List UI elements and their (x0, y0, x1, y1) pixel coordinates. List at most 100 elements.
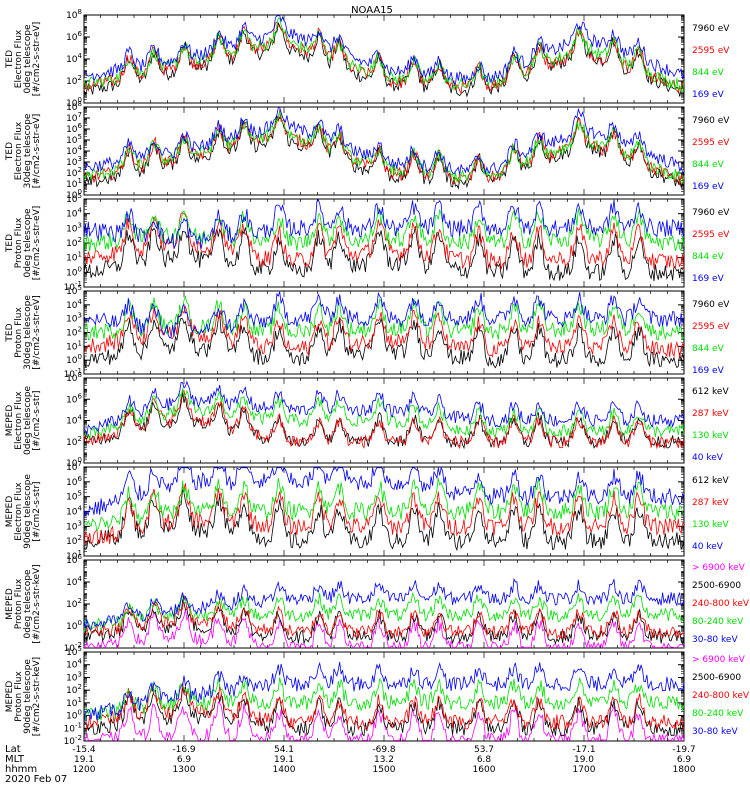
series-line-green (83, 477, 685, 532)
footer-lat-value: 53.7 (474, 745, 494, 755)
series-line-blue (83, 107, 685, 175)
ylabel-line: Proton Flux (14, 671, 24, 722)
footer-lat-value: -69.8 (372, 745, 396, 755)
footer-mlt-value: 6.8 (477, 755, 492, 765)
series-line-blue (83, 291, 685, 339)
legend-entry: 30-80 keV (692, 727, 738, 737)
ytick-label: 102 (66, 74, 82, 87)
ytick-label: 100 (66, 265, 82, 278)
ytick-label: 100 (66, 619, 82, 632)
ylabel-line: 0deg telescope (23, 208, 33, 278)
ytick-label: 10-2 (64, 641, 82, 654)
ytick-label: 102 (66, 166, 82, 179)
footer-hhmm-value: 1500 (373, 765, 396, 775)
legend-entry: 80-240 keV (692, 709, 744, 719)
series-line-green (83, 295, 685, 341)
panel-1: 100 102 104 106 108 TED Electron Flux 0deg tele… (5, 8, 730, 109)
ytick-label: 105 (66, 192, 82, 205)
ylabel-line: 30deg telescope (23, 295, 33, 370)
legend-entry: 7960 eV (692, 24, 730, 34)
ytick-label: 103 (66, 670, 82, 683)
panel-7: 10-2 100 102 104 106 MEPED Proton Flux 0deg tel… (5, 553, 750, 654)
footer-date: 2020 Feb 07 (5, 774, 67, 785)
panels: 100 102 104 106 108 TED Electron Flux 0deg tele… (5, 8, 750, 747)
ytick-label: 106 (66, 30, 82, 43)
series-line-black (83, 392, 685, 450)
ytick-label: 106 (66, 122, 82, 135)
ytick-label: 10-1 (64, 280, 82, 293)
legend-entry: 30-80 keV (692, 635, 738, 645)
legend-entry: 80-240 keV (692, 617, 744, 627)
legend-entry: 7960 eV (692, 300, 730, 310)
legend-entry: 7960 eV (692, 208, 730, 218)
footer-lat-value: -16.9 (172, 745, 196, 755)
series-line-black (83, 21, 685, 98)
ylabel-line: MEPED (5, 405, 15, 437)
footer-mlt-value: 19.1 (74, 755, 94, 765)
legend-entry: 2595 eV (692, 138, 730, 148)
footer-lat-value: 54.1 (274, 745, 294, 755)
series-line-blue (83, 380, 685, 435)
footer-lat-value: -17.1 (572, 745, 595, 755)
ylabel-line: TED (5, 142, 15, 161)
ylabel-line: [#/cm2-s-str-eV] (32, 295, 42, 370)
ytick-label: 103 (66, 221, 82, 234)
ytick-label: 108 (66, 8, 82, 21)
ytick-label: 108 (66, 100, 82, 113)
ylabel-line: Electron Flux (14, 482, 24, 541)
ytick-label: 107 (66, 111, 82, 124)
orbit-footer: Lat MLT hhmm 2020 Feb 07 -15.4 -16.9 54.1 -… (5, 744, 696, 785)
legend-entry: 844 eV (692, 252, 725, 262)
ylabel-line: [#/cm2-s-str-eV] (32, 206, 42, 281)
series-line-green (83, 110, 685, 184)
ytick-label: 104 (66, 575, 82, 588)
ytick-label: 102 (66, 435, 82, 448)
legend-entry: 169 eV (692, 182, 725, 192)
legend-entry: 240-800 keV (692, 691, 750, 701)
ytick-label: 100 (66, 188, 82, 201)
legend-entry: 2595 eV (692, 322, 730, 332)
series-line-red (83, 211, 685, 271)
legend-entry: 130 keV (692, 520, 729, 530)
ylabel-line: [#/cm2-s-str-eV] (32, 22, 42, 97)
footer-hhmm-value: 1200 (73, 765, 96, 775)
ylabel-line: [#/cm2-s-str] (32, 390, 42, 450)
legend-entry: 169 eV (692, 274, 725, 284)
legend-entry: 2500-6900 (692, 673, 741, 683)
legend-entry: 40 keV (692, 542, 724, 552)
ylabel-line: Proton Flux (14, 217, 24, 268)
ylabel-line: Proton Flux (14, 578, 24, 629)
footer-hhmm-value: 1400 (273, 765, 296, 775)
series-line-red (83, 390, 685, 450)
footer-mlt-value: 6.9 (677, 755, 692, 765)
series-line-red (83, 682, 685, 731)
series-line-green (83, 592, 685, 633)
ytick-label: 103 (66, 519, 82, 532)
legend-entry: 169 eV (692, 90, 725, 100)
ytick-label: 106 (66, 392, 82, 405)
ytick-label: 102 (66, 326, 82, 339)
footer-mlt-value: 19.0 (574, 755, 594, 765)
ytick-label: 10-2 (64, 734, 82, 747)
legend-entry: 612 keV (692, 476, 729, 486)
legend-entry: 169 eV (692, 366, 725, 376)
footer-row-mlt: MLT (5, 754, 25, 765)
series-line-green (83, 17, 685, 94)
ytick-label: 102 (66, 597, 82, 610)
series-line-black (83, 313, 685, 369)
ytick-label: 103 (66, 155, 82, 168)
ytick-label: 104 (66, 414, 82, 427)
legend-entry: 2500-6900 (692, 581, 741, 591)
footer-hhmm-value: 1600 (473, 765, 496, 775)
ytick-label: 101 (66, 549, 82, 562)
ytick-label: 104 (66, 505, 82, 518)
ytick-label: 102 (66, 236, 82, 249)
legend-entry: 844 eV (692, 160, 725, 170)
ylabel-line: TED (5, 323, 15, 342)
footer-row-lat: Lat (5, 744, 21, 755)
series-line-red (83, 306, 685, 359)
ylabel-line: 30deg telescope (23, 113, 33, 188)
ytick-label: 102 (66, 534, 82, 547)
